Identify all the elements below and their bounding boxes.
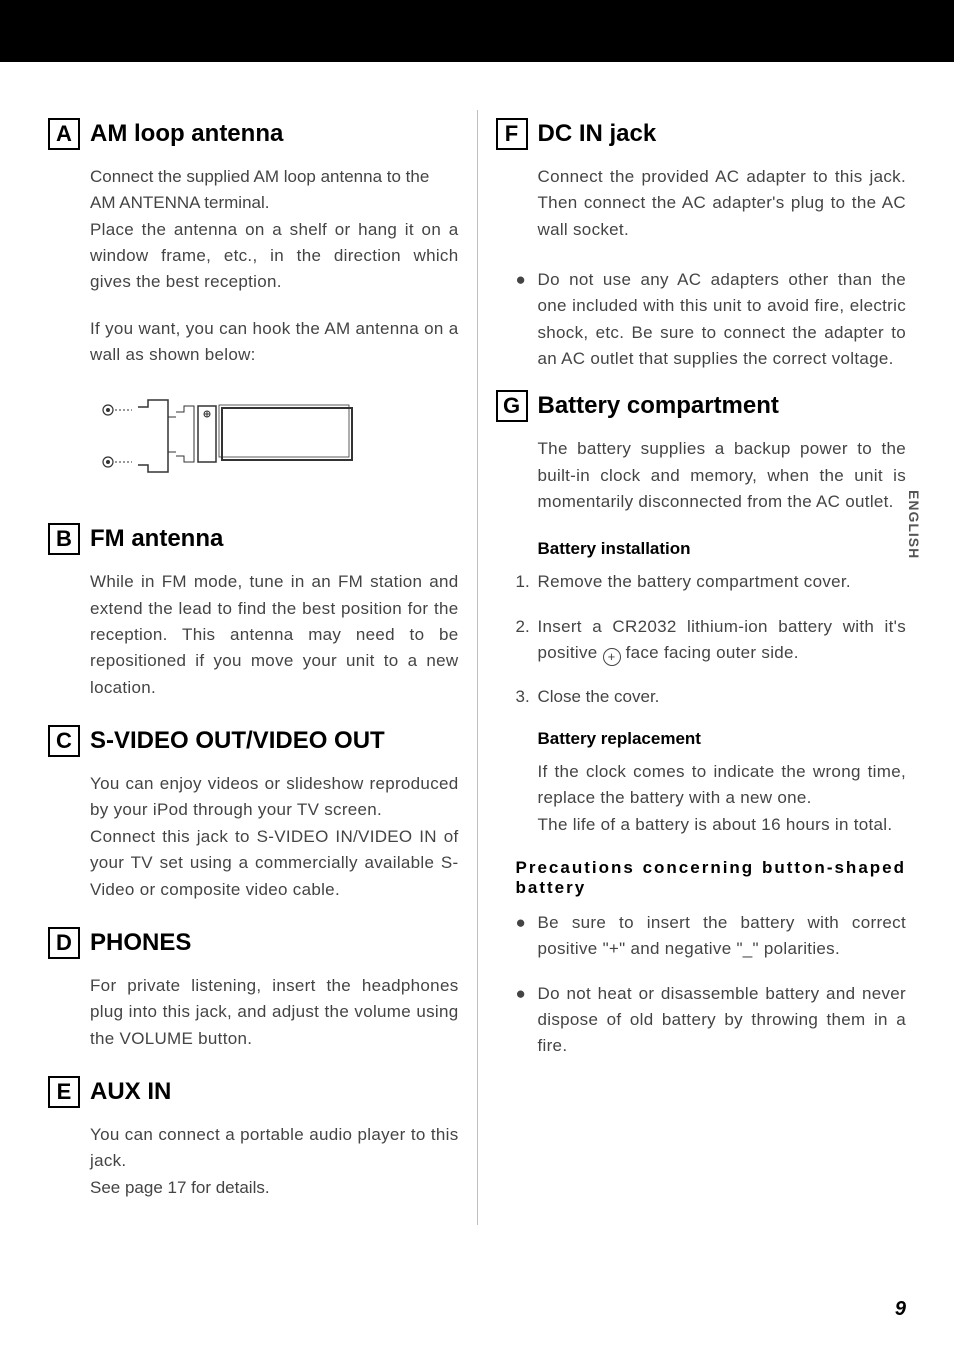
step-number: 1.	[516, 569, 538, 595]
step-3: 3. Close the cover.	[496, 684, 907, 710]
body-text: See page 17 for details.	[90, 1175, 459, 1201]
body-text: Connect the supplied AM loop antenna to …	[90, 164, 459, 217]
heading-E: AUX IN	[90, 1078, 171, 1106]
section-E-body: You can connect a portable audio player …	[48, 1122, 459, 1201]
battery-replace-heading: Battery replacement	[496, 729, 907, 749]
step-text: Close the cover.	[538, 684, 907, 710]
letter-box-E: E	[48, 1076, 80, 1108]
body-text: If the clock comes to indicate the wrong…	[538, 759, 907, 812]
heading-G: Battery compartment	[538, 392, 779, 420]
section-A-heading: A AM loop antenna	[48, 118, 459, 150]
step-1: 1. Remove the battery compartment cover.	[496, 569, 907, 595]
body-text: Place the antenna on a shelf or hang it …	[90, 217, 459, 296]
precautions-heading: Precautions concerning button-shaped bat…	[496, 858, 907, 898]
bullet-text: Do not heat or disassemble battery and n…	[538, 981, 907, 1060]
left-column: A AM loop antenna Connect the supplied A…	[48, 110, 478, 1225]
page-number: 9	[895, 1298, 906, 1321]
section-C-body: You can enjoy videos or slideshow reprod…	[48, 771, 459, 903]
bullet-item: ● Do not heat or disassemble battery and…	[496, 981, 907, 1060]
heading-B: FM antenna	[90, 525, 223, 553]
step-number: 2.	[516, 614, 538, 667]
section-F-heading: F DC IN jack	[496, 118, 907, 150]
bullet-item: ● Do not use any AC adapters other than …	[496, 267, 907, 372]
section-G-body: The battery supplies a backup power to t…	[496, 436, 907, 515]
letter-box-D: D	[48, 927, 80, 959]
heading-F: DC IN jack	[538, 120, 657, 148]
content-area: A AM loop antenna Connect the supplied A…	[0, 62, 954, 1225]
body-text: While in FM mode, tune in an FM station …	[90, 569, 459, 701]
body-text: Connect this jack to S-VIDEO IN/VIDEO IN…	[90, 824, 459, 903]
body-text: You can enjoy videos or slideshow reprod…	[90, 771, 459, 824]
body-text: For private listening, insert the headph…	[90, 973, 459, 1052]
heading-D: PHONES	[90, 929, 191, 957]
heading-A: AM loop antenna	[90, 120, 283, 148]
battery-replace-body: If the clock comes to indicate the wrong…	[496, 759, 907, 838]
battery-install-heading: Battery installation	[496, 539, 907, 559]
top-black-bar	[0, 0, 954, 62]
step-text: Remove the battery compartment cover.	[538, 569, 907, 595]
step-text: Insert a CR2032 lithium-ion battery with…	[538, 614, 907, 667]
bullet-text: Do not use any AC adapters other than th…	[538, 267, 907, 372]
right-column: F DC IN jack Connect the provided AC ada…	[478, 110, 907, 1225]
am-antenna-illustration	[48, 392, 459, 497]
step-2: 2. Insert a CR2032 lithium-ion battery w…	[496, 614, 907, 667]
plus-in-circle-icon: +	[603, 648, 621, 666]
section-B-body: While in FM mode, tune in an FM station …	[48, 569, 459, 701]
letter-box-A: A	[48, 118, 80, 150]
letter-box-B: B	[48, 523, 80, 555]
section-F-body: Connect the provided AC adapter to this …	[496, 164, 907, 243]
heading-C: S-VIDEO OUT/VIDEO OUT	[90, 727, 385, 755]
section-E-heading: E AUX IN	[48, 1076, 459, 1108]
body-text: The battery supplies a backup power to t…	[538, 436, 907, 515]
section-D-heading: D PHONES	[48, 927, 459, 959]
bullet-text: Be sure to insert the battery with corre…	[538, 910, 907, 963]
section-G-heading: G Battery compartment	[496, 390, 907, 422]
body-text: Connect the provided AC adapter to this …	[538, 164, 907, 243]
language-tab: ENGLISH	[906, 490, 922, 559]
section-D-body: For private listening, insert the headph…	[48, 973, 459, 1052]
section-B-heading: B FM antenna	[48, 523, 459, 555]
body-text: The life of a battery is about 16 hours …	[538, 812, 907, 838]
section-A-body: Connect the supplied AM loop antenna to …	[48, 164, 459, 368]
letter-box-G: G	[496, 390, 528, 422]
body-text: You can connect a portable audio player …	[90, 1122, 459, 1175]
section-C-heading: C S-VIDEO OUT/VIDEO OUT	[48, 725, 459, 757]
bullet-dot: ●	[516, 267, 538, 372]
body-text: If you want, you can hook the AM antenna…	[90, 316, 459, 369]
letter-box-F: F	[496, 118, 528, 150]
bullet-item: ● Be sure to insert the battery with cor…	[496, 910, 907, 963]
bullet-dot: ●	[516, 910, 538, 963]
bullet-dot: ●	[516, 981, 538, 1060]
step-number: 3.	[516, 684, 538, 710]
letter-box-C: C	[48, 725, 80, 757]
